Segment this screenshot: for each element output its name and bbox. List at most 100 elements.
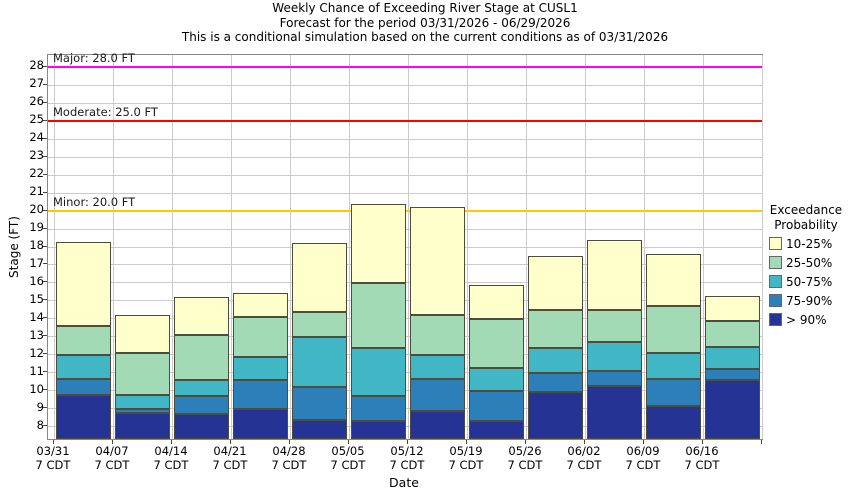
x-tick-mark <box>583 440 585 444</box>
y-tick-label: 10 <box>29 381 44 396</box>
y-tick-label: 17 <box>29 255 44 270</box>
y-tick-mark <box>43 209 47 211</box>
y-tick-label: 16 <box>29 273 44 288</box>
bar-segment <box>646 306 701 354</box>
x-tick-mark <box>465 440 467 444</box>
bar-segment <box>292 419 347 439</box>
x-tick-label: 05/26 7 CDT <box>507 444 543 472</box>
bar-segment <box>587 386 642 439</box>
x-tick-label: 06/09 7 CDT <box>625 444 661 472</box>
gridline-horizontal <box>48 102 762 104</box>
threshold-label-major: Major: 28.0 FT <box>53 51 135 66</box>
y-tick-mark <box>43 65 47 67</box>
bar-segment <box>469 318 524 368</box>
gridline-horizontal <box>48 192 762 194</box>
chart-title: Weekly Chance of Exceeding River Stage a… <box>272 1 578 15</box>
threshold-line-moderate <box>48 120 762 122</box>
bar-segment <box>587 342 642 372</box>
x-tick-mark <box>701 440 703 444</box>
bar-segment <box>469 284 524 319</box>
bar-segment <box>469 390 524 421</box>
bar-segment <box>410 206 465 316</box>
y-tick-mark <box>43 137 47 139</box>
y-tick-label: 9 <box>36 399 44 414</box>
legend-label: > 90% <box>786 312 827 327</box>
legend: Exceedance Probability 10-25% 25-50% 50-75… <box>762 203 850 332</box>
legend-entry: 75-90% <box>769 293 850 308</box>
gridline-vertical <box>230 55 232 439</box>
bar-segment <box>56 326 111 355</box>
legend-entry: 25-50% <box>769 256 850 270</box>
x-tick-label: 03/31 7 CDT <box>35 444 71 472</box>
chart-note: This is a conditional simulation based o… <box>181 30 669 44</box>
y-tick-mark <box>43 425 47 427</box>
y-tick-label: 27 <box>29 76 44 91</box>
bar-segment <box>174 414 229 439</box>
bar-segment <box>351 203 406 283</box>
bar-segment <box>115 408 170 413</box>
legend-entry: 10-25% <box>769 236 850 251</box>
x-tick-mark <box>170 440 172 444</box>
x-tick-mark <box>406 440 408 444</box>
bar-segment <box>174 396 229 415</box>
bar-segment <box>469 367 524 391</box>
bar-segment <box>174 297 229 336</box>
chart-subtitle: Forecast for the period 03/31/2026 - 06/… <box>279 15 571 30</box>
bar-segment <box>410 410 465 439</box>
gridline-vertical <box>525 55 527 439</box>
y-tick-mark <box>43 119 47 121</box>
bar-segment <box>705 369 760 381</box>
y-tick-mark <box>43 407 47 409</box>
bar-segment <box>705 380 760 439</box>
x-tick-mark <box>347 440 349 444</box>
bar-segment <box>646 254 701 307</box>
bar-segment <box>351 347 406 397</box>
y-tick-label: 22 <box>29 166 44 181</box>
bar-segment <box>233 317 288 357</box>
bar-segment <box>410 354 465 380</box>
bar-segment <box>233 356 288 381</box>
gridline-vertical <box>112 55 114 439</box>
y-tick-mark <box>43 371 47 373</box>
x-tick-mark <box>288 440 290 444</box>
bar-segment <box>646 379 701 407</box>
legend-label: 10-25% <box>786 236 833 251</box>
bar-segment <box>56 379 111 395</box>
y-tick-label: 28 <box>29 58 44 73</box>
bar-segment <box>115 315 170 354</box>
gridline-vertical <box>702 55 704 439</box>
legend-entries: 10-25% 25-50% 50-75% 75-90% > 90% <box>762 236 850 327</box>
y-tick-mark <box>43 299 47 301</box>
bar-segment <box>587 239 642 310</box>
y-tick-mark <box>43 191 47 193</box>
bar-segment <box>56 354 111 380</box>
bar-segment <box>528 309 583 348</box>
bar-segment <box>705 296 760 321</box>
bar-segment <box>646 353 701 380</box>
y-tick-label: 14 <box>29 309 44 324</box>
bar-segment <box>292 387 347 420</box>
legend-entry: > 90% <box>769 312 850 327</box>
x-tick-mark <box>52 440 54 444</box>
y-tick-mark <box>43 245 47 247</box>
bar-segment <box>56 394 111 439</box>
bar-segment <box>115 353 170 395</box>
x-tick-mark <box>111 440 113 444</box>
x-tick-label: 05/05 7 CDT <box>330 444 366 472</box>
bar-segment <box>292 243 347 312</box>
legend-swatch-icon <box>769 256 782 269</box>
x-tick-label: 06/16 7 CDT <box>684 444 720 472</box>
bar-segment <box>587 309 642 343</box>
legend-label: 75-90% <box>786 293 833 308</box>
y-tick-mark <box>43 263 47 265</box>
bar-segment <box>115 412 170 439</box>
y-tick-mark <box>43 173 47 175</box>
threshold-label-moderate: Moderate: 25.0 FT <box>53 105 158 120</box>
threshold-label-minor: Minor: 20.0 FT <box>53 195 136 209</box>
y-tick-mark <box>43 155 47 157</box>
x-tick-label: 04/07 7 CDT <box>94 444 130 472</box>
y-tick-label: 15 <box>29 291 44 306</box>
y-tick-label: 21 <box>29 184 44 199</box>
gridline-horizontal <box>48 156 762 158</box>
